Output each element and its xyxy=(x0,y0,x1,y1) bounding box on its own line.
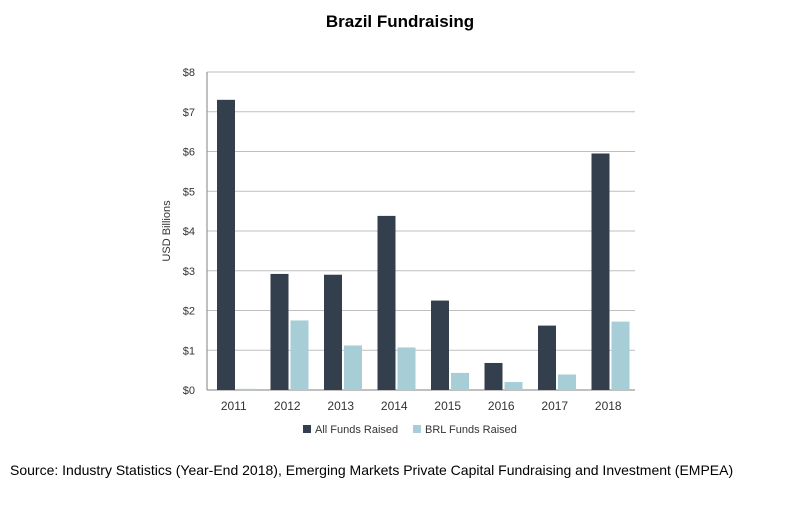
chart-svg: $0 $1 $2 $3 $4 $5 $6 $7 $8 USD Billions 2011 2012 20… xyxy=(161,67,635,436)
x-tick-label: 2013 xyxy=(327,399,354,413)
bar-all-funds xyxy=(431,300,449,390)
y-tick-label: $3 xyxy=(183,266,195,278)
y-tick-label: $6 xyxy=(183,147,195,159)
bar-all-funds xyxy=(377,215,396,390)
y-tick-label: $7 xyxy=(183,107,195,119)
bar-all-funds xyxy=(484,362,503,390)
bar-brl-funds xyxy=(504,382,523,390)
y-tick-label: $5 xyxy=(183,186,195,198)
bar-brl-funds xyxy=(397,347,416,390)
y-tick-label: $0 xyxy=(183,385,195,397)
legend-label: BRL Funds Raised xyxy=(425,424,517,436)
y-axis-label: USD Billions xyxy=(161,200,173,262)
bar-brl-funds xyxy=(611,321,630,390)
legend-swatch xyxy=(413,425,421,433)
legend-swatch xyxy=(303,425,311,433)
x-tick-label: 2014 xyxy=(381,399,408,413)
y-tick-label: $2 xyxy=(183,306,195,318)
bar-brl-funds xyxy=(290,320,309,390)
x-tick-label: 2018 xyxy=(595,399,622,413)
source-note: Source: Industry Statistics (Year-End 20… xyxy=(10,462,734,478)
y-tick-label: $1 xyxy=(183,345,195,357)
bar-all-funds xyxy=(270,273,289,390)
bar-all-funds xyxy=(591,153,610,390)
bar-brl-funds xyxy=(344,345,362,390)
y-tick-label: $8 xyxy=(183,67,195,79)
chart-title: Brazil Fundraising xyxy=(325,12,475,31)
bar-brl-funds xyxy=(558,374,576,390)
bar-brl-funds xyxy=(451,372,469,390)
bar-all-funds xyxy=(324,274,342,390)
x-tick-label: 2017 xyxy=(541,399,568,413)
x-tick-label: 2015 xyxy=(434,399,461,413)
x-tick-label: 2011 xyxy=(221,399,247,413)
legend-label: All Funds Raised xyxy=(315,424,398,436)
bar-all-funds xyxy=(538,325,556,390)
bar-all-funds xyxy=(217,99,235,390)
x-tick-label: 2016 xyxy=(488,399,515,413)
bar-brl-funds xyxy=(237,388,255,390)
bar-chart: $0 $1 $2 $3 $4 $5 $6 $7 $8 USD Billions 2011 2012 20… xyxy=(150,55,650,450)
x-tick-label: 2012 xyxy=(274,399,301,413)
y-tick-label: $4 xyxy=(183,226,195,238)
